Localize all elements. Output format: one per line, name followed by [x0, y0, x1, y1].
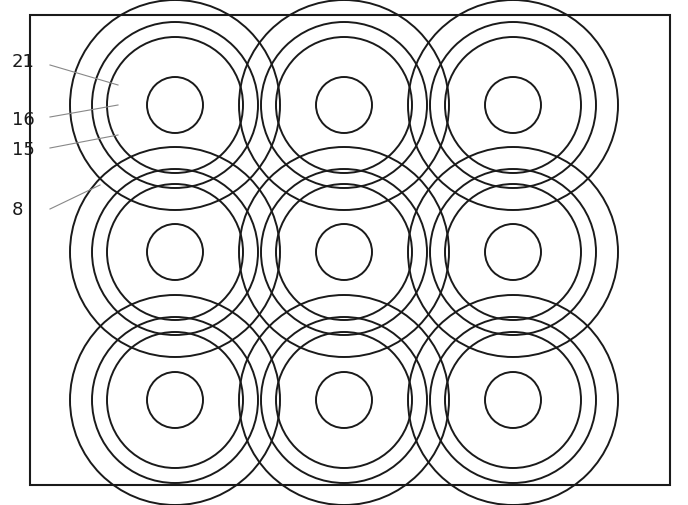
- Text: 8: 8: [12, 201, 23, 219]
- Text: 16: 16: [12, 111, 35, 129]
- Text: 21: 21: [12, 53, 35, 71]
- Text: 15: 15: [12, 141, 35, 159]
